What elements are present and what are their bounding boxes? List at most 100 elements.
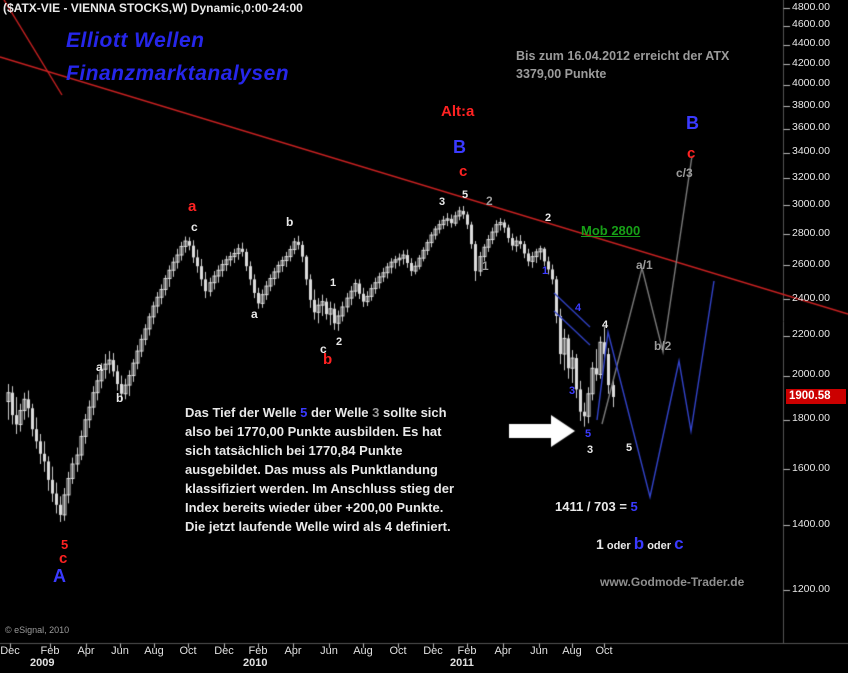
text-segment: 1 <box>482 259 489 273</box>
watermark-line1: Elliott Wellen <box>66 29 205 52</box>
text-segment: a <box>96 360 103 374</box>
analysis-note-line: Das Tief der Welle 5 der Welle 3 sollte … <box>185 405 447 422</box>
text-segment: c <box>191 220 198 234</box>
price-axis-label: 2000.00 <box>792 368 830 381</box>
label-5-projected: 5 <box>626 439 632 455</box>
time-axis-month-label: Apr <box>494 645 512 657</box>
text-segment: Die jetzt laufende Welle wird als 4 defi… <box>185 519 451 534</box>
analysis-note-line: ausgebildet. Das muss als Punktlandung <box>185 462 438 479</box>
price-axis-label: 4800.00 <box>792 0 830 13</box>
time-axis-month-label: Jun <box>111 645 129 657</box>
text-segment: 3 <box>569 385 576 397</box>
label-b-2009-small: b <box>116 390 123 406</box>
label-a1-gray: a/1 <box>636 257 653 273</box>
text-segment: 3 <box>587 444 594 456</box>
label-b-2010-top: b <box>286 214 293 230</box>
text-segment: ausgebildet. Das muss als Punktlandung <box>185 462 438 477</box>
watermark-line2: Finanzmarktanalysen <box>66 62 290 85</box>
text-segment: B <box>686 113 699 133</box>
text-segment: Das Tief der Welle <box>185 405 301 420</box>
text-segment: b/2 <box>654 339 672 353</box>
price-axis-label: 4000.00 <box>792 77 830 90</box>
text-segment: 5 <box>300 405 308 420</box>
text-segment: b <box>116 391 124 405</box>
text-segment: 1 <box>542 265 549 277</box>
analysis-note-line: Index bereits wieder über +200,00 Punkte… <box>185 500 443 517</box>
label-a-big: A <box>53 567 66 586</box>
forecast-note-line1: Bis zum 16.04.2012 erreicht der ATX <box>516 49 730 63</box>
time-axis-month-label: Jun <box>530 645 548 657</box>
label-3-low: 3 <box>587 441 593 457</box>
time-axis-month-label: Apr <box>77 645 95 657</box>
price-axis-label: 2200.00 <box>792 328 830 341</box>
text-segment: c <box>687 145 696 162</box>
time-axis-month-label: Dec <box>0 645 20 657</box>
time-axis-month-label: Feb <box>457 645 477 657</box>
price-axis-label: 2600.00 <box>792 257 830 270</box>
label-1-gray: 1 <box>482 258 489 274</box>
text-segment: c <box>674 534 684 553</box>
label-1-mid2011: 1 <box>542 262 548 278</box>
label-b2-gray: b/2 <box>654 338 671 354</box>
time-axis-month-label: Jun <box>320 645 338 657</box>
website-watermark: www.Godmode-Trader.de <box>600 575 745 589</box>
text-segment: 5 <box>462 189 469 201</box>
time-axis-month-label: Feb <box>40 645 60 657</box>
text-segment: klassifiziert werden. Im Anschluss stieg… <box>185 481 455 496</box>
text-segment: 3 <box>372 405 380 420</box>
text-segment: 4 <box>575 302 582 314</box>
label-b-2011-top: B <box>453 138 466 157</box>
label-c-right: c <box>687 146 695 162</box>
label-mob-2800: Mob 2800 <box>581 223 640 239</box>
window-title: ($ATX-VIE - VIENNA STOCKS,W) Dynamic,0:0… <box>3 1 303 15</box>
text-segment: c/3 <box>676 166 693 180</box>
label-2-2010: 2 <box>336 333 342 349</box>
time-axis-month-label: Feb <box>248 645 268 657</box>
label-2-gray: 2 <box>486 193 493 209</box>
text-segment: c <box>320 342 327 356</box>
text-segment: b <box>286 215 294 229</box>
label-5-2011-top: 5 <box>462 186 468 202</box>
text-segment: 3 <box>439 196 446 208</box>
label-fib-calc: 1411 / 703 = 5 <box>555 499 638 515</box>
text-segment: A <box>53 566 66 586</box>
label-1-2010: 1 <box>330 274 336 290</box>
text-segment: b <box>633 534 645 553</box>
label-c-2011-top: c <box>459 164 467 180</box>
text-segment: 5 <box>626 442 633 454</box>
text-segment: 1 <box>330 277 337 289</box>
text-segment: sich tatsächlich bei 1770,84 Punkte <box>185 443 403 458</box>
price-axis-label: 3800.00 <box>792 98 830 111</box>
label-alt-a: Alt:a <box>441 104 474 120</box>
label-a-2009-small: a <box>96 359 103 375</box>
text-segment: 5 <box>585 428 592 440</box>
text-segment: 2 <box>486 194 493 208</box>
time-axis-month-label: Aug <box>144 645 164 657</box>
price-axis-label: 3400.00 <box>792 145 830 158</box>
text-segment: Index bereits wieder über +200,00 Punkte… <box>185 500 444 515</box>
label-c-2009-low: c <box>59 551 67 567</box>
text-segment: sollte sich <box>379 405 447 420</box>
text-segment: oder <box>644 540 675 552</box>
time-axis-month-label: Aug <box>353 645 373 657</box>
text-segment: oder <box>603 540 634 552</box>
text-segment: Alt:a <box>441 103 475 120</box>
label-4-rebound: 4 <box>602 316 608 332</box>
price-axis-label: 1200.00 <box>792 582 830 595</box>
label-c-2010-low: c <box>320 341 327 357</box>
price-axis-label: 1800.00 <box>792 412 830 425</box>
time-axis-year-label: 2009 <box>30 657 55 669</box>
text-segment: der Welle <box>307 405 373 420</box>
forecast-note-line2: 3379,00 Punkte <box>516 67 607 81</box>
text-segment: B <box>453 137 466 157</box>
price-axis-label: 3000.00 <box>792 197 830 210</box>
price-axis-label: 3200.00 <box>792 170 830 183</box>
text-segment: c <box>59 550 68 567</box>
label-c-2009-top: c <box>191 219 198 235</box>
current-price-flag: 1900.58 <box>786 389 846 405</box>
label-2-mid2011: 2 <box>545 209 551 225</box>
label-4-blue: 4 <box>575 299 581 315</box>
text-segment: 1 <box>596 536 604 552</box>
